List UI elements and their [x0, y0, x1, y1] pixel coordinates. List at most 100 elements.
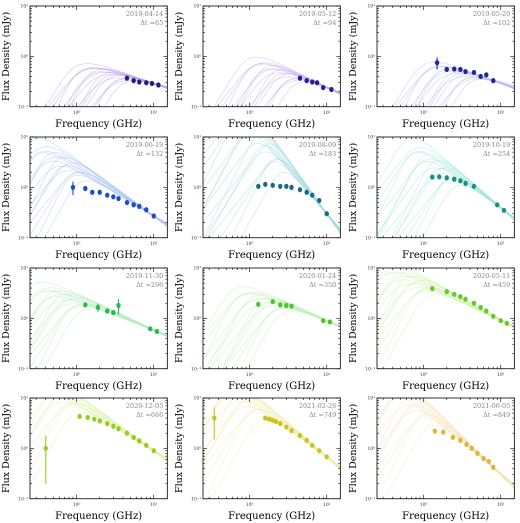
data-point: [310, 443, 315, 449]
data-point: [324, 210, 330, 217]
x-tick-label: 10⁰: [246, 241, 254, 247]
data-point: [284, 183, 289, 189]
data-point: [486, 459, 491, 465]
data-point: [310, 192, 315, 198]
data-point: [274, 419, 279, 425]
x-tick-label: 10¹: [150, 241, 158, 247]
data-point: [212, 415, 217, 421]
data-point: [324, 454, 330, 460]
model-curve: [204, 143, 341, 238]
x-tick-label: 10¹: [497, 502, 505, 508]
data-point: [463, 180, 468, 186]
model-curve: [205, 412, 341, 500]
epoch-date-label: 2019-05-20: [473, 10, 510, 18]
delta-t-label: Δt =459: [483, 281, 510, 289]
y-axis-label: Flux Density (mJy): [348, 404, 359, 493]
y-tick-label: 10⁻¹: [365, 366, 375, 372]
data-point: [105, 307, 110, 314]
x-axis-label: Frequency (GHz): [402, 380, 489, 391]
x-tick-label: 10¹: [497, 241, 505, 247]
y-tick-label: 10¹: [194, 265, 202, 271]
data-points: [83, 298, 160, 334]
data-point: [434, 60, 439, 66]
data-point: [131, 202, 136, 208]
data-point: [429, 285, 435, 291]
data-points: [434, 57, 496, 84]
data-point: [463, 442, 469, 448]
data-point: [304, 437, 310, 444]
data-point: [131, 78, 136, 84]
x-axis-label: Frequency (GHz): [55, 380, 142, 391]
y-tick-label: 10⁰: [367, 446, 375, 452]
x-tick-label: 10¹: [150, 371, 158, 377]
y-tick-label: 10⁰: [367, 315, 375, 321]
data-point: [156, 82, 161, 88]
model-curve: [30, 302, 168, 368]
data-point: [450, 435, 455, 441]
data-points: [70, 181, 156, 219]
model-curve: [30, 304, 168, 356]
x-axis-label: Frequency (GHz): [55, 511, 142, 522]
data-point: [124, 430, 130, 437]
x-axis-label: Frequency (GHz): [228, 380, 315, 391]
model-curve: [231, 160, 341, 238]
y-axis-label: Flux Density (mJy): [174, 404, 185, 493]
y-axis-label: Flux Density (mJy): [1, 273, 12, 362]
data-point: [116, 426, 121, 432]
data-point: [270, 182, 276, 188]
x-tick-label: 10¹: [323, 241, 331, 247]
data-point: [298, 433, 303, 439]
delta-t-label: Δt =849: [483, 411, 510, 419]
data-point: [154, 328, 160, 334]
delta-t-label: Δt =102: [483, 19, 510, 27]
data-point: [144, 443, 149, 449]
y-tick-label: 10¹: [194, 396, 202, 402]
delta-t-label: Δt =65: [140, 19, 163, 27]
model-curve: [221, 297, 341, 369]
data-point: [289, 184, 295, 190]
data-point: [483, 307, 489, 314]
epoch-date-label: 2021-02-26: [299, 402, 336, 410]
x-tick-label: 10¹: [497, 371, 505, 377]
x-tick-label: 10⁰: [419, 502, 427, 508]
y-tick-label: 10⁻¹: [18, 104, 28, 110]
data-point: [471, 300, 476, 306]
data-points: [43, 414, 156, 484]
data-point: [490, 78, 496, 84]
x-tick-label: 10⁰: [246, 110, 254, 116]
data-point: [478, 304, 483, 310]
data-point: [310, 79, 315, 85]
x-tick-label: 10⁰: [73, 241, 81, 247]
y-axis-label: Flux Density (mJy): [1, 12, 12, 101]
y-tick-label: 10⁰: [194, 185, 202, 191]
x-tick-label: 10¹: [323, 502, 331, 508]
data-point: [151, 448, 156, 454]
delta-t-label: Δt =666: [136, 411, 163, 419]
data-point: [97, 418, 102, 424]
data-point: [111, 423, 116, 430]
delta-t-label: Δt =94: [314, 19, 337, 27]
data-point: [494, 202, 500, 208]
delta-t-label: Δt =132: [136, 150, 163, 158]
y-tick-label: 10⁻¹: [191, 104, 201, 110]
y-tick-label: 10¹: [20, 396, 28, 402]
data-point: [432, 428, 437, 435]
x-axis-label: Frequency (GHz): [55, 119, 142, 130]
data-point: [451, 291, 457, 297]
data-point: [463, 68, 468, 75]
delta-t-label: Δt =350: [309, 281, 336, 289]
y-tick-label: 10¹: [367, 265, 375, 271]
data-point: [278, 421, 283, 427]
model-curve: [376, 147, 515, 220]
epoch-date-label: 2020-05-11: [473, 272, 510, 280]
model-curve: [220, 157, 341, 238]
x-axis-label: Frequency (GHz): [402, 511, 489, 522]
epoch-date-label: 2019-08-09: [299, 141, 336, 149]
data-point: [144, 80, 149, 86]
data-point: [137, 79, 142, 85]
data-point: [444, 66, 449, 73]
